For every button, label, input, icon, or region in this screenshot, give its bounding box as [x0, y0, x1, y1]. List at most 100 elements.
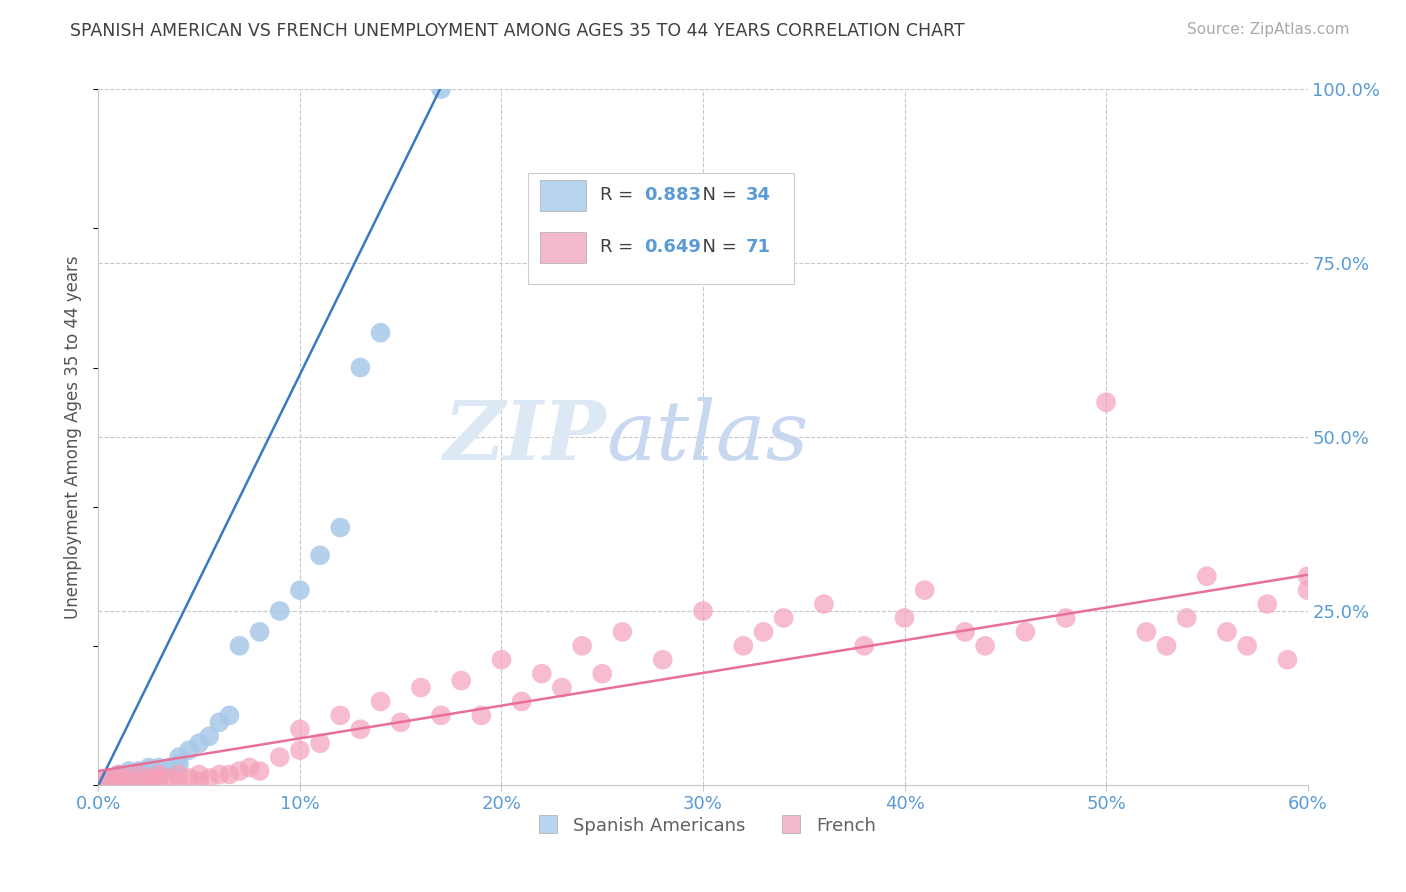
Text: 0.883: 0.883 — [644, 186, 700, 204]
Point — [128, 774, 150, 789]
Point — [107, 771, 129, 785]
Point — [309, 549, 332, 563]
Point — [491, 653, 513, 667]
Point — [167, 757, 190, 772]
Point — [1236, 639, 1258, 653]
Point — [143, 764, 166, 778]
Point — [591, 666, 613, 681]
Point — [118, 771, 141, 785]
Text: R =: R = — [600, 186, 640, 204]
Text: 71: 71 — [745, 238, 770, 256]
Point — [167, 774, 190, 789]
Point — [167, 767, 190, 781]
Point — [249, 624, 271, 639]
Point — [349, 360, 371, 375]
Point — [288, 743, 311, 757]
Point — [97, 771, 120, 785]
Point — [198, 771, 221, 785]
Point — [269, 604, 291, 618]
Point — [118, 764, 141, 778]
Point — [87, 778, 110, 792]
Point — [953, 624, 976, 639]
Point — [198, 729, 221, 743]
Point — [1195, 569, 1218, 583]
Point — [107, 767, 129, 781]
Text: N =: N = — [690, 238, 742, 256]
Point — [612, 624, 634, 639]
Point — [430, 708, 453, 723]
Point — [1095, 395, 1118, 409]
Point — [87, 774, 110, 789]
FancyBboxPatch shape — [527, 173, 793, 284]
Point — [208, 767, 231, 781]
Point — [218, 708, 240, 723]
Point — [530, 666, 553, 681]
Point — [269, 750, 291, 764]
Point — [571, 639, 593, 653]
Point — [1135, 624, 1157, 639]
Point — [309, 736, 332, 750]
Text: SPANISH AMERICAN VS FRENCH UNEMPLOYMENT AMONG AGES 35 TO 44 YEARS CORRELATION CH: SPANISH AMERICAN VS FRENCH UNEMPLOYMENT … — [70, 22, 965, 40]
Text: 34: 34 — [745, 186, 770, 204]
Point — [118, 771, 141, 785]
Point — [329, 520, 352, 534]
Point — [1175, 611, 1198, 625]
Point — [893, 611, 915, 625]
Text: atlas: atlas — [606, 397, 808, 477]
Point — [733, 639, 755, 653]
Point — [349, 723, 371, 737]
Point — [188, 736, 211, 750]
Point — [288, 723, 311, 737]
Point — [179, 771, 201, 785]
Point — [107, 767, 129, 781]
Point — [288, 583, 311, 598]
Text: R =: R = — [600, 238, 640, 256]
Point — [101, 771, 124, 785]
Point — [148, 760, 170, 774]
Text: Source: ZipAtlas.com: Source: ZipAtlas.com — [1187, 22, 1350, 37]
Point — [179, 743, 201, 757]
Point — [974, 639, 997, 653]
Point — [249, 764, 271, 778]
Point — [128, 771, 150, 785]
Point — [1014, 624, 1036, 639]
Point — [132, 767, 155, 781]
Point — [1156, 639, 1178, 653]
Point — [157, 771, 180, 785]
Text: 0.649: 0.649 — [644, 238, 700, 256]
Y-axis label: Unemployment Among Ages 35 to 44 years: Unemployment Among Ages 35 to 44 years — [65, 255, 83, 619]
Point — [128, 767, 150, 781]
Point — [138, 774, 160, 789]
Point — [87, 778, 110, 792]
Point — [470, 708, 492, 723]
Point — [1054, 611, 1077, 625]
Point — [107, 774, 129, 789]
Bar — [540, 179, 586, 211]
Point — [124, 767, 146, 781]
Text: ZIP: ZIP — [444, 397, 606, 477]
Point — [148, 767, 170, 781]
Point — [450, 673, 472, 688]
Point — [853, 639, 876, 653]
Point — [128, 764, 150, 778]
Point — [118, 774, 141, 789]
Point — [148, 767, 170, 781]
Point — [370, 694, 392, 708]
Point — [148, 774, 170, 789]
Point — [813, 597, 835, 611]
Point — [752, 624, 775, 639]
Point — [1277, 653, 1299, 667]
Point — [409, 681, 432, 695]
Point — [228, 764, 250, 778]
Point — [692, 604, 714, 618]
Point — [107, 771, 129, 785]
Point — [1296, 583, 1319, 598]
Point — [138, 760, 160, 774]
Point — [914, 583, 936, 598]
Point — [148, 771, 170, 785]
Point — [370, 326, 392, 340]
Point — [1296, 569, 1319, 583]
Bar — [540, 232, 586, 263]
Point — [239, 760, 262, 774]
Point — [389, 715, 412, 730]
